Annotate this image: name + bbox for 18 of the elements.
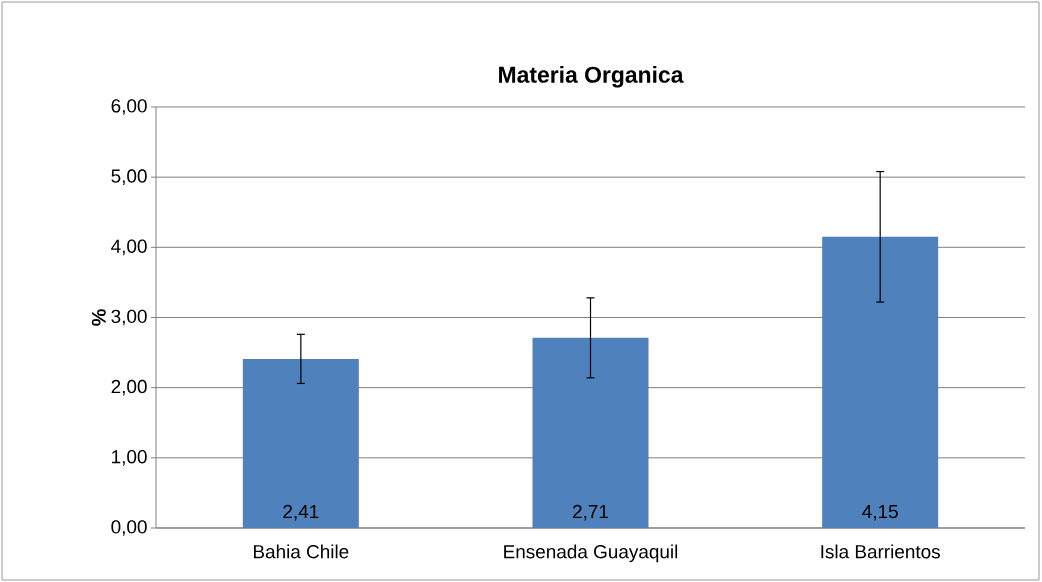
bar bbox=[532, 337, 649, 528]
bar bbox=[822, 236, 939, 528]
data-label: 2,71 bbox=[573, 504, 608, 521]
data-label: 2,41 bbox=[283, 504, 319, 521]
chart-title: Materia Organica bbox=[499, 66, 684, 88]
x-tick-label: Bahia Chile bbox=[253, 544, 349, 559]
y-tick-label: 1,00 bbox=[112, 450, 147, 466]
data-label: 4,15 bbox=[862, 505, 898, 521]
y-tick-label: 5,00 bbox=[111, 169, 147, 185]
y-tick-label: 0,00 bbox=[111, 520, 147, 536]
bar bbox=[242, 358, 359, 528]
y-tick-label: 3,00 bbox=[111, 309, 147, 326]
y-tick-label: 6,00 bbox=[111, 99, 147, 115]
x-tick-label: Isla Barrientos bbox=[821, 544, 940, 559]
y-tick-label: 2,00 bbox=[111, 379, 147, 396]
y-axis-title: % bbox=[91, 309, 106, 326]
x-tick-label: Ensenada Guayaquil bbox=[504, 544, 678, 563]
y-tick-label: 4,00 bbox=[111, 239, 147, 256]
